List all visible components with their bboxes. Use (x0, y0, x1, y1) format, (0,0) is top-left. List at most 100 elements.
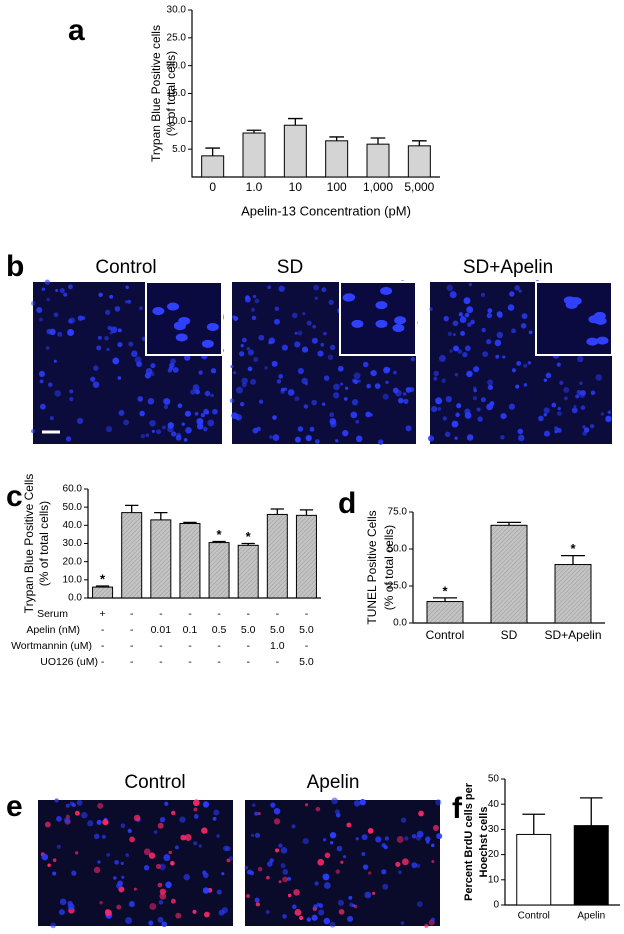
x-tick-label: 100 (327, 180, 347, 194)
nucleus (365, 411, 372, 418)
nucleus (514, 285, 520, 291)
nucleus (303, 404, 309, 409)
x-tick-label: 1,000 (363, 180, 393, 194)
significance-label: * (217, 527, 223, 542)
nucleus (333, 383, 340, 391)
y-tick-label: 20.0 (63, 556, 83, 567)
nucleus (47, 382, 53, 388)
nucleus (147, 397, 155, 405)
nucleus (425, 836, 431, 842)
nucleus (228, 856, 234, 861)
nucleus (229, 398, 235, 403)
y-tick-label: 20.0 (167, 60, 187, 71)
nucleus (159, 888, 166, 895)
nucleus (294, 909, 302, 916)
nucleus (52, 871, 57, 876)
nucleus (121, 875, 125, 879)
nucleus (355, 837, 359, 841)
nucleus (306, 320, 312, 326)
nucleus (141, 336, 147, 341)
nucleus (306, 917, 312, 922)
nucleus (76, 799, 83, 806)
nucleus (99, 900, 103, 905)
nucleus (150, 363, 156, 369)
nucleus (435, 799, 442, 806)
nucleus (55, 288, 59, 292)
nucleus (433, 370, 439, 377)
nucleus (301, 377, 308, 385)
condition-value: 5.0 (241, 624, 256, 636)
nucleus (511, 368, 517, 373)
nucleus (245, 295, 250, 300)
nucleus (426, 840, 430, 844)
nucleus (457, 349, 463, 354)
bar (426, 601, 464, 624)
nucleus (105, 909, 112, 917)
nucleus (361, 834, 368, 841)
nucleus (181, 422, 185, 426)
bar (237, 544, 259, 599)
nucleus (114, 860, 119, 865)
nucleus (515, 384, 520, 389)
nucleus (349, 902, 354, 907)
nucleus (192, 909, 197, 914)
panel-letter: d (338, 487, 356, 520)
nucleus (335, 439, 339, 443)
condition-value: - (101, 656, 105, 668)
nucleus (409, 387, 415, 393)
nucleus (291, 824, 296, 829)
nucleus (67, 903, 75, 911)
y-tick-label: 50.0 (388, 544, 408, 555)
nucleus (200, 412, 206, 418)
nucleus (151, 429, 155, 433)
nucleus (556, 362, 561, 367)
condition-name: Apelin (nM) (26, 624, 80, 636)
condition-value: - (217, 608, 221, 620)
nucleus (453, 345, 459, 352)
y-tick-label: 30.0 (167, 5, 187, 16)
nucleus (246, 894, 250, 898)
nucleus (476, 407, 481, 412)
nucleus (106, 347, 110, 352)
nucleus (313, 904, 318, 910)
condition-value: - (305, 640, 309, 652)
nucleus (280, 863, 286, 869)
nucleus (314, 439, 320, 444)
error-bar (95, 585, 110, 588)
nucleus (210, 368, 217, 374)
nucleus (172, 367, 179, 373)
nucleus (282, 869, 289, 875)
nucleus (337, 899, 345, 906)
y-tick-label: 10.0 (167, 116, 187, 127)
nucleus (431, 859, 435, 864)
condition-value: 0.01 (151, 624, 172, 636)
nucleus (565, 300, 578, 309)
nucleus (590, 390, 596, 395)
nucleus (67, 329, 75, 336)
x-tick-label: 1.0 (246, 180, 263, 194)
nucleus (607, 410, 612, 414)
panel-letter: a (68, 14, 85, 47)
nucleus (329, 832, 337, 839)
y-axis-label: (% of total cells) (37, 501, 51, 586)
nucleus (69, 397, 74, 402)
nucleus (402, 392, 407, 396)
nucleus (256, 426, 261, 432)
nucleus (257, 811, 261, 816)
condition-value: - (130, 624, 134, 636)
nucleus (148, 852, 156, 859)
nucleus (90, 376, 96, 382)
y-tick-label: 30 (488, 824, 500, 835)
nucleus (134, 356, 142, 364)
nucleus (212, 408, 218, 415)
nucleus (272, 434, 280, 441)
nucleus (472, 396, 477, 401)
nucleus (97, 802, 104, 809)
nucleus (276, 379, 282, 384)
nucleus (50, 922, 57, 929)
y-tick-label: 25.0 (388, 581, 408, 592)
nucleus (381, 869, 387, 875)
nucleus (557, 411, 562, 416)
condition-value: - (246, 608, 250, 620)
bar (295, 514, 317, 599)
